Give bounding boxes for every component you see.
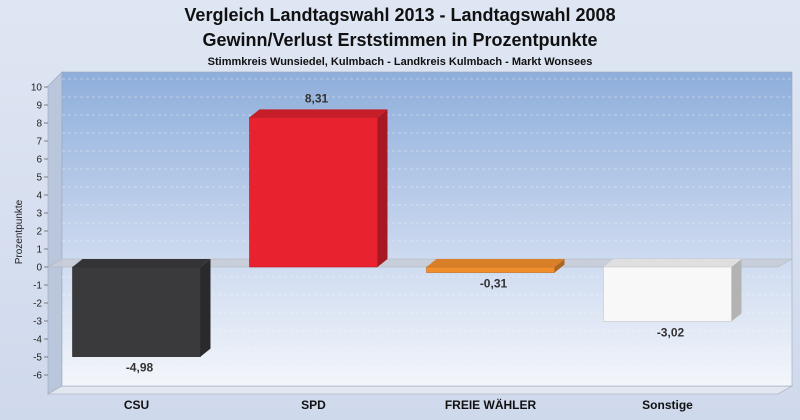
y-tick-label: 5 — [36, 173, 42, 184]
y-tick-label: 10 — [31, 83, 43, 94]
y-tick-label: 6 — [36, 155, 42, 166]
bar-top — [249, 109, 388, 118]
bar-front — [72, 266, 201, 357]
bars — [72, 109, 742, 357]
bar-csu — [72, 259, 211, 357]
bar-front — [426, 266, 555, 273]
bar-top — [72, 259, 211, 267]
category-label: SPD — [301, 398, 326, 412]
chart-title: Vergleich Landtagswahl 2013 - Landtagswa… — [184, 5, 615, 25]
y-tick-label: 9 — [36, 101, 42, 112]
bar-front — [603, 266, 732, 322]
plot-floor — [46, 385, 794, 395]
value-label: -4,98 — [126, 361, 154, 375]
bar-spd — [249, 109, 388, 268]
y-tick-label: 7 — [36, 137, 42, 148]
y-tick-label: -2 — [33, 299, 42, 310]
bar-side — [731, 259, 742, 322]
bar-side — [554, 259, 565, 273]
value-label: -0,31 — [480, 277, 508, 291]
y-tick-label: 0 — [36, 263, 42, 274]
y-axis-label: Prozentpunkte — [14, 199, 25, 264]
y-tick-label: 2 — [36, 227, 42, 238]
bar-freie-wähler — [426, 259, 565, 273]
y-tick-label: -1 — [33, 281, 42, 292]
bar-front — [249, 117, 378, 268]
y-tick-label: -5 — [33, 353, 42, 364]
chart-subtitle: Gewinn/Verlust Erststimmen in Prozentpun… — [202, 30, 597, 50]
bar-top — [603, 259, 742, 267]
bar-sonstige — [603, 259, 742, 322]
bar-top — [426, 259, 565, 267]
y-tick-label: 3 — [36, 209, 42, 220]
category-labels: CSU SPD FREIE WÄHLER Sonstige — [124, 397, 693, 412]
category-label: FREIE WÄHLER — [445, 397, 537, 412]
bar-side — [377, 109, 388, 267]
y-tick-label: -6 — [33, 371, 42, 382]
value-label: -3,02 — [657, 325, 685, 339]
y-tick-label: 1 — [36, 245, 42, 256]
bar-side — [200, 259, 211, 357]
category-label: Sonstige — [642, 398, 693, 412]
y-tick-label: -4 — [33, 335, 42, 346]
category-label: CSU — [124, 398, 149, 412]
y-tick-label: 8 — [36, 119, 42, 130]
plot-side-wall — [47, 71, 63, 395]
y-tick-label: 4 — [36, 191, 42, 202]
value-label: 8,31 — [305, 91, 329, 105]
y-tick-label: -3 — [33, 317, 42, 328]
value-labels: -4,98 8,31 -0,31 -3,02 — [126, 91, 685, 374]
chart-subsubtitle: Stimmkreis Wunsiedel, Kulmbach - Landkre… — [208, 56, 593, 68]
